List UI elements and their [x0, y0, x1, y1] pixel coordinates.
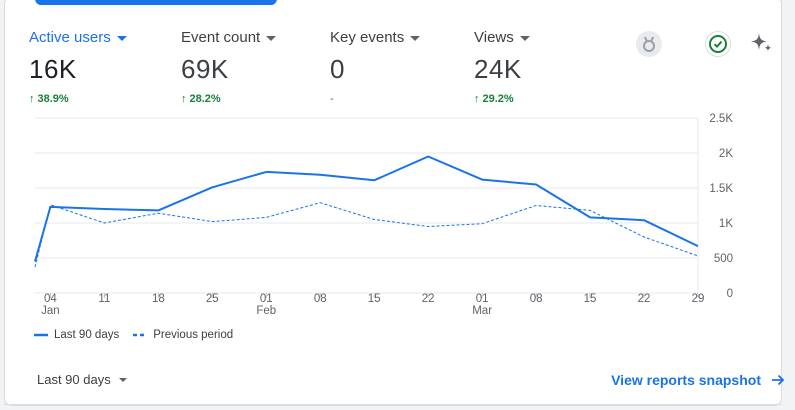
x-tick-label: 01: [476, 293, 489, 305]
metric-label: Event count: [181, 29, 277, 46]
x-tick-label: 18: [152, 293, 165, 305]
chart-legend: Last 90 days Previous period: [34, 329, 233, 341]
metric-active-users[interactable]: Active users 16K ↑ 38.9%: [29, 29, 127, 105]
series-line-previous-period: [34, 202, 699, 268]
metric-change: ↑ 29.2%: [474, 93, 514, 105]
metric-event-count[interactable]: Event count 69K ↑ 28.2%: [181, 29, 277, 105]
sparkle-icon[interactable]: [747, 29, 775, 57]
arrow-up-icon: ↑: [29, 93, 35, 105]
metric-label: Key events: [330, 29, 421, 46]
chevron-down-icon: [116, 36, 127, 41]
series-line-last-90-days: [34, 155, 699, 262]
card-bottom-border: [4, 404, 782, 405]
legend-previous: Previous period: [133, 329, 233, 341]
arrow-up-icon: ↑: [181, 93, 187, 105]
x-month-label: Feb: [256, 305, 276, 317]
metric-views[interactable]: Views 24K ↑ 29.2%: [474, 29, 530, 105]
metric-label: Active users: [29, 29, 127, 46]
check-circle-icon[interactable]: [704, 30, 732, 58]
x-tick-label: 22: [422, 293, 435, 305]
y-tick-label: 0: [727, 288, 733, 300]
chart-grid: [35, 117, 699, 294]
dashed-line-icon: [133, 333, 148, 337]
medal-icon[interactable]: [635, 30, 663, 58]
chevron-down-icon: [410, 36, 421, 41]
arrow-up-icon: ↑: [474, 93, 480, 105]
y-tick-label: 2.5K: [709, 113, 733, 125]
solid-line-icon: [34, 333, 48, 337]
metric-change: -: [330, 93, 334, 105]
date-range-selector[interactable]: Last 90 days: [37, 372, 127, 387]
y-tick-label: 1.5K: [709, 183, 733, 195]
metric-change: ↑ 38.9%: [29, 93, 69, 105]
x-tick-label: 25: [206, 293, 219, 305]
x-tick-label: 08: [314, 293, 327, 305]
metric-value: 69K: [181, 54, 229, 84]
metric-change: ↑ 28.2%: [181, 93, 221, 105]
metric-value: 16K: [29, 54, 77, 84]
x-month-label: Jan: [41, 305, 60, 317]
arrow-right-icon: [772, 374, 785, 386]
chevron-down-icon: [266, 36, 277, 41]
chevron-down-icon: [519, 36, 530, 41]
x-month-label: Mar: [472, 305, 492, 317]
metric-value: 0: [330, 54, 345, 84]
x-tick-label: 15: [368, 293, 381, 305]
x-tick-label: 22: [638, 293, 651, 305]
y-tick-label: 500: [714, 253, 733, 265]
x-tick-label: 08: [530, 293, 543, 305]
y-tick-label: 2K: [719, 148, 733, 160]
x-tick-label: 29: [692, 293, 705, 305]
metric-key-events[interactable]: Key events 0 -: [330, 29, 421, 105]
view-reports-snapshot-link[interactable]: View reports snapshot: [611, 372, 785, 388]
active-tab-indicator: [35, 0, 277, 5]
overview-card: [4, 0, 782, 406]
x-tick-label: 11: [98, 293, 110, 305]
y-axis: 0 500 1K 1.5K 2K 2.5K: [709, 113, 733, 300]
x-tick-label: 04: [44, 293, 57, 305]
x-tick-label: 15: [584, 293, 597, 305]
x-tick-label: 01: [260, 293, 273, 305]
chart-series: [34, 155, 699, 268]
metric-value: 24K: [474, 54, 522, 84]
y-tick-label: 1K: [719, 218, 733, 230]
chevron-down-icon: [118, 377, 127, 382]
legend-current: Last 90 days: [34, 329, 119, 341]
metric-label: Views: [474, 29, 530, 46]
